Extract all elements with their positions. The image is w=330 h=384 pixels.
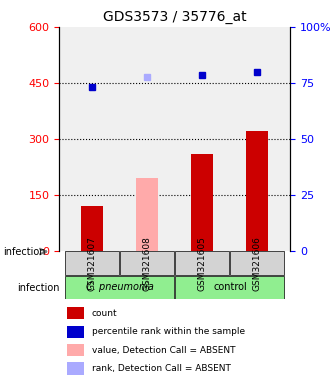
Bar: [67, 326, 84, 338]
Text: percentile rank within the sample: percentile rank within the sample: [92, 327, 245, 336]
Bar: [247, 131, 268, 250]
Text: infection: infection: [3, 247, 46, 257]
Bar: [191, 154, 214, 250]
FancyBboxPatch shape: [65, 251, 119, 275]
FancyBboxPatch shape: [230, 251, 284, 275]
Text: GSM321606: GSM321606: [253, 236, 262, 291]
FancyBboxPatch shape: [176, 251, 229, 275]
Text: count: count: [92, 309, 117, 318]
Text: GSM321605: GSM321605: [198, 236, 207, 291]
Text: rank, Detection Call = ABSENT: rank, Detection Call = ABSENT: [92, 364, 231, 373]
Text: value, Detection Call = ABSENT: value, Detection Call = ABSENT: [92, 346, 235, 355]
Text: GSM321608: GSM321608: [143, 236, 152, 291]
Bar: [67, 344, 84, 356]
Text: C. pneumonia: C. pneumonia: [86, 282, 154, 292]
FancyBboxPatch shape: [120, 251, 174, 275]
Text: GSM321607: GSM321607: [88, 236, 97, 291]
Bar: [136, 178, 158, 250]
FancyBboxPatch shape: [176, 276, 284, 299]
FancyBboxPatch shape: [65, 276, 174, 299]
Title: GDS3573 / 35776_at: GDS3573 / 35776_at: [103, 10, 247, 25]
Bar: [67, 362, 84, 375]
Text: control: control: [213, 282, 247, 292]
Text: infection: infection: [17, 283, 59, 293]
Bar: [82, 206, 103, 250]
Bar: [67, 307, 84, 319]
